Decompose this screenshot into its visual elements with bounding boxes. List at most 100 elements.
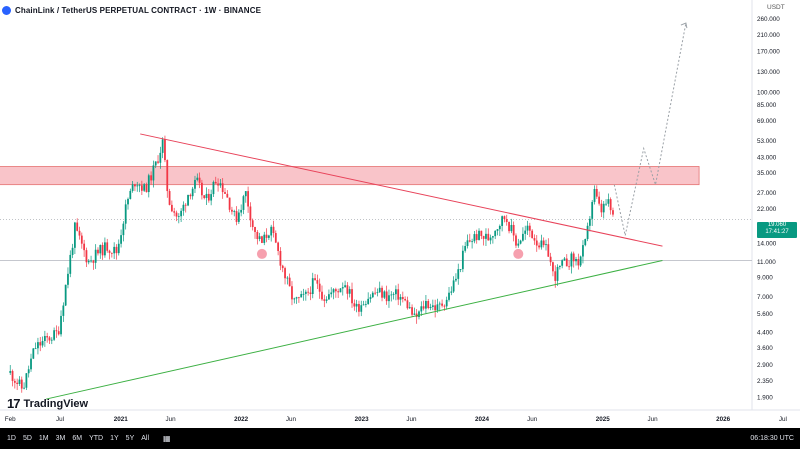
- candle: [561, 259, 564, 269]
- candle: [438, 301, 441, 312]
- candle-body: [78, 230, 81, 236]
- candle: [76, 218, 79, 232]
- candle: [210, 189, 213, 206]
- candle: [307, 287, 310, 296]
- price-tick-label: 210.000: [757, 32, 780, 39]
- candle: [277, 241, 280, 256]
- candle-body: [247, 191, 249, 207]
- candle: [485, 228, 487, 247]
- candle: [612, 207, 614, 217]
- candle-body: [408, 307, 411, 309]
- candle-body: [284, 268, 286, 279]
- range-1y-button[interactable]: 1Y: [110, 435, 119, 442]
- candle: [136, 181, 139, 192]
- candle: [540, 234, 543, 250]
- candle: [408, 302, 411, 309]
- candle: [87, 259, 90, 265]
- range-all-button[interactable]: All: [141, 435, 150, 442]
- candle-body: [233, 211, 236, 212]
- range-1d-button[interactable]: 1D: [7, 435, 16, 442]
- candle-body: [237, 212, 240, 222]
- candle-body: [159, 152, 162, 163]
- price-chart[interactable]: 260.000 210.000 170.000 130.000 100.000 85.00…: [0, 0, 800, 428]
- candle: [388, 289, 390, 308]
- candle: [607, 193, 610, 207]
- candle: [367, 292, 370, 305]
- candle-body: [600, 203, 603, 213]
- candle: [48, 336, 51, 345]
- candle-body: [300, 294, 303, 298]
- candle: [304, 289, 307, 301]
- currency-label[interactable]: USDT: [767, 4, 785, 11]
- range-1m-button[interactable]: 1M: [38, 435, 49, 442]
- range-5y-button[interactable]: 5Y: [125, 435, 135, 442]
- candle-body: [92, 260, 95, 263]
- bottom-toolbar: 1D 5D 1M 3M 6M YTD 1Y 5Y All ▦ 06:18:30 …: [0, 428, 800, 449]
- candle: [170, 200, 173, 213]
- candle: [358, 300, 360, 317]
- candle: [25, 372, 28, 390]
- candle: [542, 237, 545, 248]
- candle-body: [441, 303, 443, 306]
- candle-body: [588, 218, 591, 226]
- price-tick-label: 170.000: [757, 48, 780, 55]
- candle: [145, 182, 148, 193]
- candle: [512, 221, 515, 242]
- candle: [101, 242, 104, 260]
- candle: [415, 308, 418, 324]
- candle-body: [334, 289, 337, 292]
- candle-body: [11, 371, 14, 381]
- candle: [39, 336, 42, 352]
- candle-body: [609, 199, 612, 211]
- candle-body: [487, 233, 490, 241]
- time-axis: Feb Jul 2021 Jun 2022 Jun 2023 Jun 2024 Jun 2025 Ju…: [5, 416, 787, 423]
- calendar-icon[interactable]: ▦: [163, 434, 171, 443]
- candle-body: [221, 183, 224, 193]
- projection-arrowhead: [680, 22, 688, 29]
- candle-body: [217, 183, 219, 186]
- candle: [323, 294, 326, 308]
- candle: [57, 326, 60, 336]
- candle: [339, 288, 342, 293]
- candle: [138, 183, 141, 193]
- candle: [489, 234, 492, 245]
- range-6m-button[interactable]: 6M: [72, 435, 83, 442]
- candle: [545, 239, 547, 251]
- candle-body: [279, 250, 282, 266]
- range-3m-button[interactable]: 3M: [55, 435, 66, 442]
- candle: [113, 242, 116, 259]
- candle: [143, 182, 146, 193]
- candle: [602, 201, 605, 219]
- candle: [531, 229, 534, 239]
- candle-body: [170, 204, 173, 212]
- range-5d-button[interactable]: 5D: [22, 435, 32, 442]
- candle: [270, 224, 273, 242]
- candle: [547, 238, 550, 257]
- candle: [173, 207, 176, 217]
- candle-body: [337, 291, 340, 293]
- candle-body: [214, 181, 217, 184]
- time-tick-label: Jul: [779, 416, 787, 423]
- candle-body: [62, 305, 65, 316]
- candle: [468, 233, 471, 243]
- candle-body: [383, 291, 386, 298]
- candle-body: [131, 184, 134, 191]
- candle-body: [572, 253, 575, 262]
- utc-clock[interactable]: 06:18:30 UTC: [750, 435, 794, 442]
- candle-body: [219, 183, 222, 186]
- candle: [284, 266, 286, 285]
- range-ytd-button[interactable]: YTD: [89, 435, 104, 442]
- candle: [406, 296, 409, 310]
- candle: [360, 300, 363, 317]
- candle: [261, 235, 263, 244]
- candle-body: [498, 225, 501, 230]
- candle-body: [274, 233, 277, 243]
- time-tick-label: Jun: [647, 416, 658, 423]
- candle-body: [512, 224, 515, 236]
- candle-body: [411, 307, 413, 315]
- candle: [78, 226, 81, 240]
- candle-body: [53, 330, 56, 340]
- candle: [344, 280, 346, 288]
- price-axis: 260.000 210.000 170.000 130.000 100.000 85.00…: [757, 16, 780, 401]
